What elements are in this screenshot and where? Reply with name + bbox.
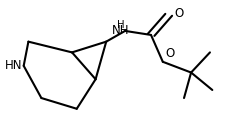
Text: O: O	[165, 47, 174, 60]
Text: HN: HN	[5, 59, 23, 72]
Text: NH: NH	[112, 24, 129, 37]
Text: H: H	[117, 20, 124, 30]
Text: O: O	[174, 7, 184, 20]
